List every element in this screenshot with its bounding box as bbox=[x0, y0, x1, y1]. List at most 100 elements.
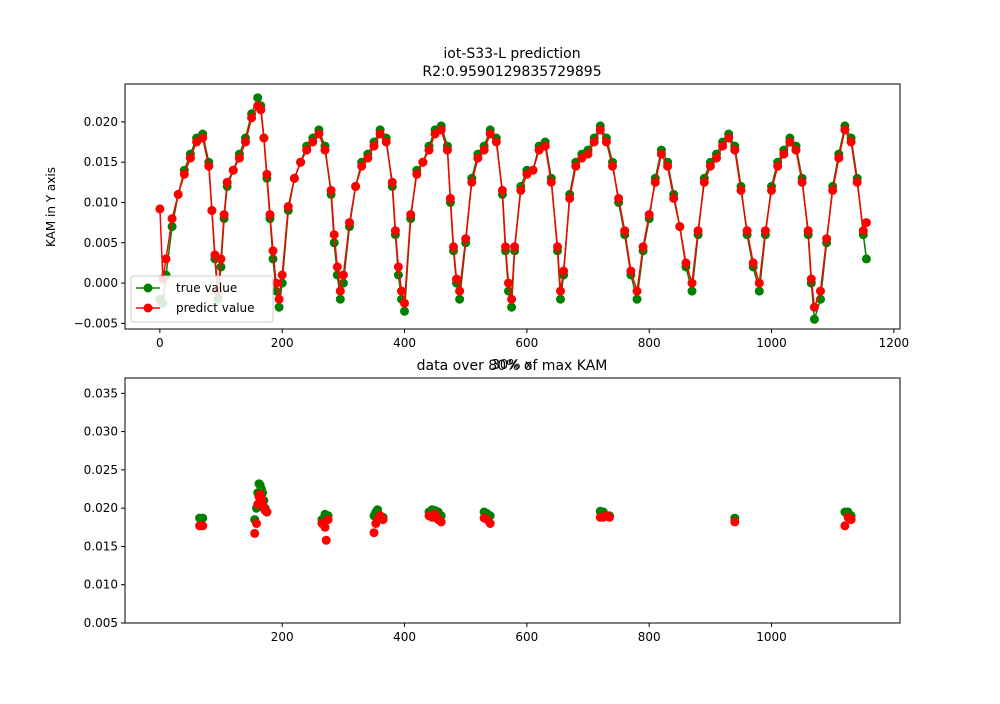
data-point-predict-2 bbox=[730, 517, 740, 527]
data-point-true-2 bbox=[198, 513, 208, 523]
prediction-chart: iot-S33-L prediction R2:0.95901298357298… bbox=[44, 46, 909, 350]
data-point-predict bbox=[663, 161, 673, 171]
data-point-predict bbox=[507, 294, 517, 304]
data-point-predict bbox=[840, 125, 850, 135]
data-point-predict bbox=[791, 145, 801, 155]
data-point-predict bbox=[461, 234, 471, 244]
data-point-predict-2 bbox=[369, 528, 379, 538]
data-point-true bbox=[400, 306, 409, 316]
data-point-true bbox=[687, 286, 697, 296]
data-point-predict-2 bbox=[840, 521, 850, 531]
data-point-true bbox=[455, 294, 465, 304]
data-point-predict bbox=[247, 113, 257, 123]
data-point-predict bbox=[516, 185, 526, 195]
data-point-predict bbox=[222, 177, 232, 187]
data-point-predict bbox=[161, 254, 171, 264]
data-point-predict bbox=[583, 149, 593, 159]
chart-title-2: data over 80% of max KAM bbox=[417, 358, 608, 374]
data-point-predict bbox=[283, 202, 293, 211]
x-tick-label: 200 bbox=[271, 630, 294, 644]
data-point-predict bbox=[335, 286, 345, 296]
data-point-predict bbox=[834, 153, 844, 163]
data-point-predict bbox=[262, 169, 272, 179]
x-tick-label: 1200 bbox=[879, 336, 910, 350]
data-point-predict bbox=[730, 145, 740, 155]
data-point-predict bbox=[693, 226, 703, 236]
data-point-predict bbox=[773, 161, 783, 171]
data-point-predict bbox=[296, 157, 306, 167]
x-tick-label: 600 bbox=[515, 336, 538, 350]
data-point-predict bbox=[277, 270, 287, 280]
data-point-predict bbox=[601, 137, 611, 147]
over-80-percent-chart: data over 80% of max KAM 200 400 600 800 100… bbox=[84, 358, 901, 644]
data-point-predict bbox=[803, 226, 813, 236]
axes-2: 200 400 600 800 1000 0.005 0.010 0.015 0.020 0.02… bbox=[84, 377, 901, 644]
data-point-predict bbox=[748, 258, 758, 268]
y-tick-label: 0.010 bbox=[84, 195, 118, 209]
y-tick-label: 0.020 bbox=[84, 115, 118, 129]
plot-area-2 bbox=[195, 479, 856, 545]
data-point-predict bbox=[822, 234, 832, 244]
y-tick-label: 0.010 bbox=[84, 578, 118, 592]
data-point-predict bbox=[228, 165, 238, 175]
data-point-predict bbox=[207, 206, 217, 215]
x-tick-label: 1000 bbox=[756, 630, 787, 644]
data-point-predict bbox=[320, 145, 330, 155]
data-point-predict bbox=[271, 278, 281, 288]
data-point-true bbox=[268, 254, 278, 264]
data-point-predict bbox=[234, 153, 244, 163]
data-point-true bbox=[809, 314, 819, 324]
data-point-predict-2 bbox=[846, 515, 856, 525]
data-point-predict bbox=[760, 226, 770, 236]
data-point-predict bbox=[754, 278, 764, 288]
y-tick-label: 0.005 bbox=[84, 616, 118, 630]
y-tick-label: −0.005 bbox=[74, 316, 118, 330]
data-point-predict bbox=[501, 242, 510, 252]
data-point-predict-2 bbox=[436, 517, 446, 527]
data-point-predict bbox=[858, 226, 868, 236]
data-point-predict bbox=[363, 153, 373, 163]
x-tick-label: 400 bbox=[393, 336, 416, 350]
data-point-predict bbox=[289, 173, 299, 183]
data-point-predict bbox=[785, 137, 795, 147]
data-point-true bbox=[507, 302, 517, 312]
data-point-predict bbox=[418, 157, 428, 167]
y-tick-label: 0.025 bbox=[84, 463, 118, 477]
data-point-true bbox=[274, 302, 284, 312]
data-point-predict bbox=[614, 193, 624, 203]
data-point-predict bbox=[155, 204, 165, 214]
data-point-predict bbox=[669, 193, 679, 203]
data-point-predict bbox=[699, 177, 709, 187]
data-point-predict bbox=[779, 149, 789, 159]
data-point-predict bbox=[308, 137, 318, 147]
data-point-predict bbox=[381, 137, 391, 147]
data-point-predict bbox=[809, 302, 819, 312]
data-point-predict bbox=[553, 242, 562, 252]
data-point-predict bbox=[424, 145, 434, 155]
data-point-predict bbox=[828, 185, 838, 195]
data-point-predict bbox=[632, 286, 642, 296]
data-point-predict bbox=[393, 262, 403, 272]
data-point-predict bbox=[314, 129, 324, 139]
data-point-predict bbox=[620, 226, 630, 236]
axes: 0 200 400 600 800 1000 1200 −0.005 0.000 0.005 0.0… bbox=[74, 83, 910, 350]
data-point-predict bbox=[412, 169, 422, 179]
x-tick-label: 1000 bbox=[756, 336, 787, 350]
data-point-predict bbox=[268, 246, 278, 256]
x-tick-label: 800 bbox=[638, 336, 661, 350]
x-tick-label: 600 bbox=[515, 630, 538, 644]
data-point-predict bbox=[445, 193, 455, 203]
data-point-predict bbox=[256, 105, 266, 115]
y-tick-label: 0.030 bbox=[84, 425, 118, 439]
data-point-predict-2 bbox=[323, 515, 333, 525]
data-point-predict bbox=[712, 153, 721, 163]
data-point-predict-2 bbox=[321, 535, 331, 545]
data-point-predict bbox=[724, 133, 734, 143]
data-point-predict bbox=[797, 177, 807, 187]
data-point-predict-2 bbox=[320, 522, 330, 532]
data-point-predict bbox=[369, 141, 379, 151]
data-point-predict bbox=[595, 125, 605, 135]
data-point-predict bbox=[455, 286, 465, 296]
data-point-predict bbox=[638, 242, 648, 252]
